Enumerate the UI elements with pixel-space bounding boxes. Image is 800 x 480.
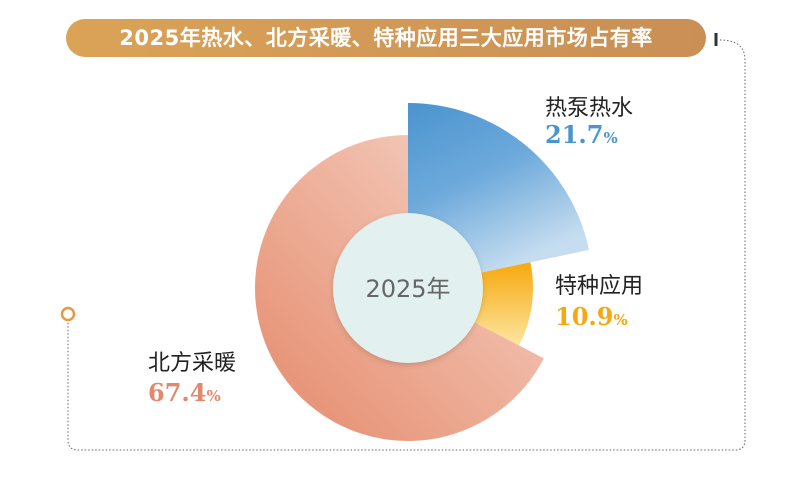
center-label: 2025年: [365, 275, 450, 303]
value-heat-pump-water: 21.7%: [545, 120, 618, 149]
unit: %: [603, 129, 618, 147]
value-number: 10.9: [555, 302, 614, 331]
frame-circle-marker: [60, 306, 76, 322]
center-circle: [333, 213, 483, 363]
label-special-application: 特种应用: [555, 274, 644, 299]
chart-title: 2025年热水、北方采暖、特种应用三大应用市场占有率: [66, 19, 706, 57]
slice-northern-heating: [254, 135, 544, 441]
unit: %: [613, 311, 628, 329]
value-number: 67.4: [148, 378, 207, 407]
value-number: 21.7: [545, 120, 604, 149]
unit: %: [206, 387, 221, 405]
value-northern-heating: 67.4%: [148, 378, 221, 407]
label-heat-pump-water: 热泵热水: [545, 96, 634, 121]
slice-special-application: [470, 262, 533, 346]
frame-dotted-line: [67, 39, 746, 451]
label-northern-heating: 北方采暖: [148, 351, 237, 376]
value-special-application: 10.9%: [555, 302, 628, 331]
